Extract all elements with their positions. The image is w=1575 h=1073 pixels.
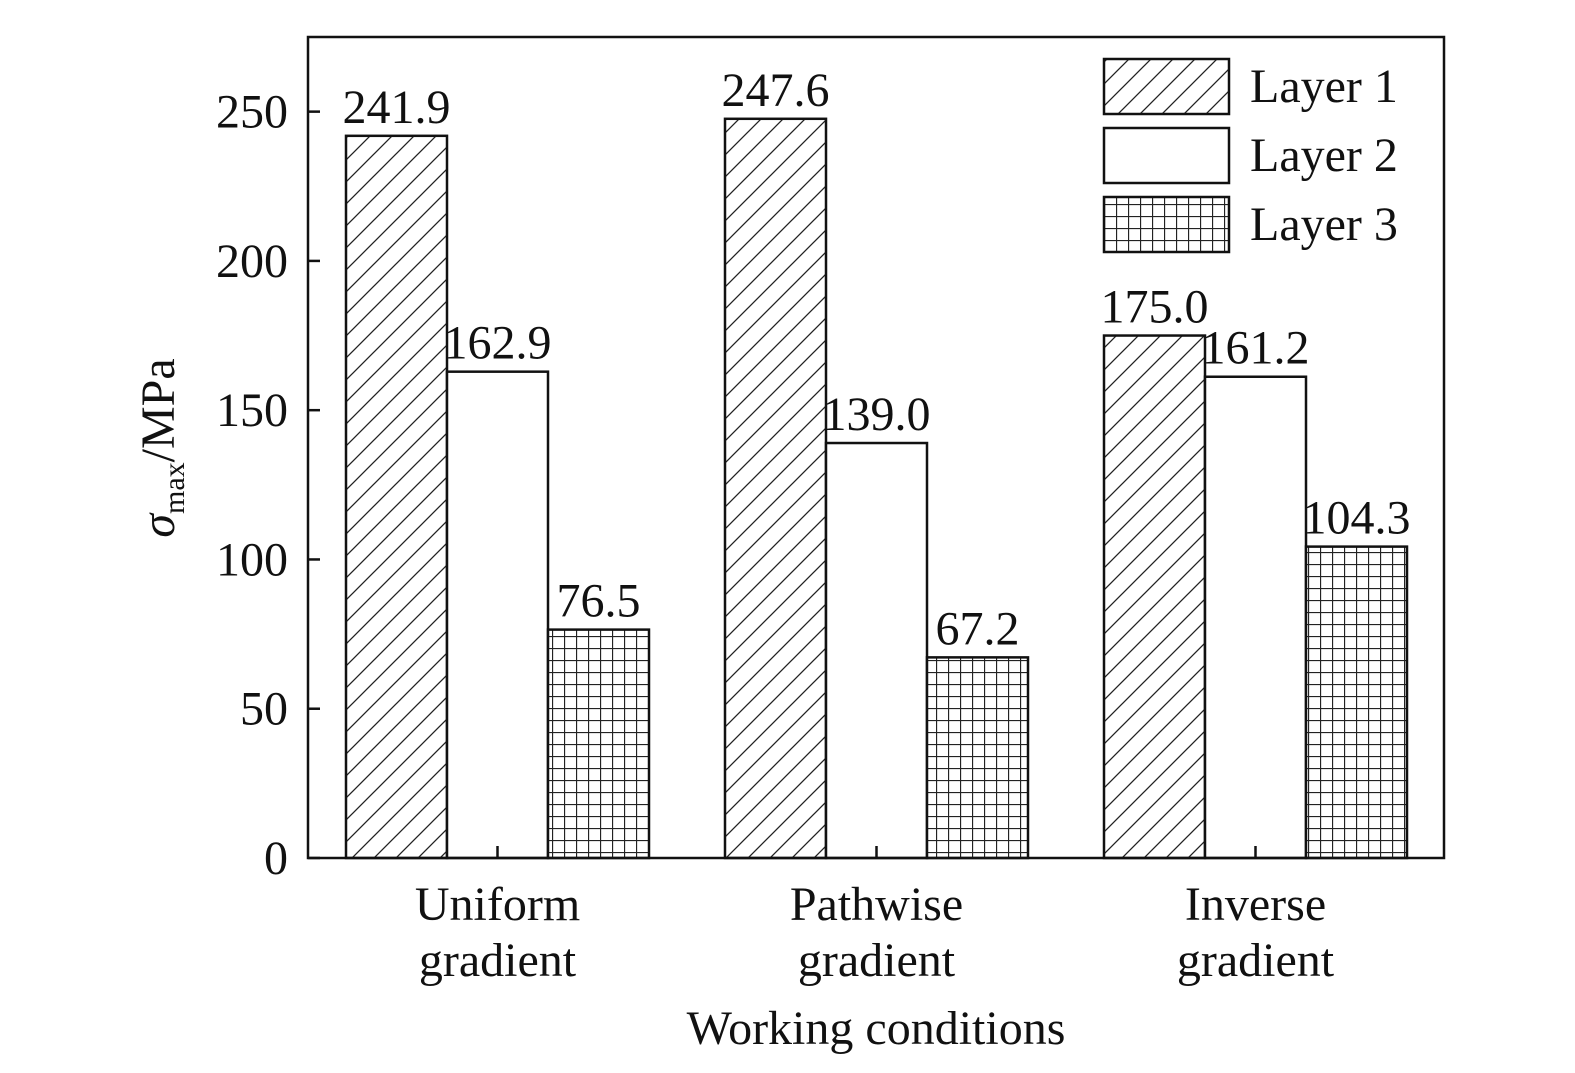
data-label-layer-3-1: 67.2 bbox=[936, 602, 1020, 655]
bar-layer-1-2 bbox=[1102, 334, 1207, 860]
x-axis-title: Working conditions bbox=[687, 1002, 1066, 1055]
data-label-layer-2-1: 139.0 bbox=[823, 388, 931, 441]
legend-label-layer-2: Layer 2 bbox=[1250, 129, 1398, 182]
legend-label-layer-1: Layer 1 bbox=[1250, 60, 1398, 113]
legend-swatch-layer-2 bbox=[1102, 126, 1231, 185]
y-tick-label-100: 100 bbox=[216, 533, 288, 586]
axes-layer: 0 50 100 150 200 250 Uniform gradient Pathwise gr… bbox=[132, 35, 1446, 1055]
legend: Layer 1 Layer 2 Layer 3 bbox=[1102, 57, 1398, 254]
y-tick-label-150: 150 bbox=[216, 384, 288, 437]
x-category-label-2: Inverse gradient bbox=[1177, 878, 1335, 987]
x-category-label-0: Uniform gradient bbox=[415, 878, 580, 987]
legend-label-layer-3: Layer 3 bbox=[1250, 198, 1398, 251]
data-label-layer-1-0: 241.9 bbox=[343, 81, 451, 134]
x-category-label-1: Pathwise gradient bbox=[790, 878, 963, 987]
y-tick-label-0: 0 bbox=[264, 832, 288, 885]
data-label-layer-2-2: 161.2 bbox=[1202, 322, 1310, 375]
y-axis-title: σmax/MPa bbox=[132, 358, 191, 537]
bar-layer-1-1 bbox=[723, 117, 828, 860]
bar-layer-3-0 bbox=[546, 628, 651, 860]
data-label-layer-1-2: 175.0 bbox=[1101, 281, 1209, 334]
data-label-layer-2-0: 162.9 bbox=[444, 317, 552, 370]
bar-layer-2-0 bbox=[445, 370, 550, 860]
y-tick-label-250: 250 bbox=[216, 86, 288, 139]
bars-layer bbox=[344, 117, 1409, 860]
y-tick-label-50: 50 bbox=[240, 683, 288, 736]
bar-layer-3-2 bbox=[1304, 545, 1409, 860]
data-label-layer-1-1: 247.6 bbox=[722, 64, 830, 117]
y-tick-label-200: 200 bbox=[216, 235, 288, 288]
legend-swatch-layer-1 bbox=[1102, 57, 1231, 116]
bar-layer-2-1 bbox=[824, 441, 929, 860]
bar-layer-3-1 bbox=[925, 656, 1030, 860]
data-label-layer-3-2: 104.3 bbox=[1303, 492, 1411, 545]
bar-layer-2-2 bbox=[1203, 375, 1308, 860]
legend-swatch-layer-3 bbox=[1102, 195, 1231, 254]
bar-layer-1-0 bbox=[344, 134, 449, 860]
data-labels-layer: 241.9 247.6 175.0 162.9 139.0 161.2 76.5 67.2 10… bbox=[343, 64, 1411, 656]
data-label-layer-3-0: 76.5 bbox=[557, 575, 641, 628]
